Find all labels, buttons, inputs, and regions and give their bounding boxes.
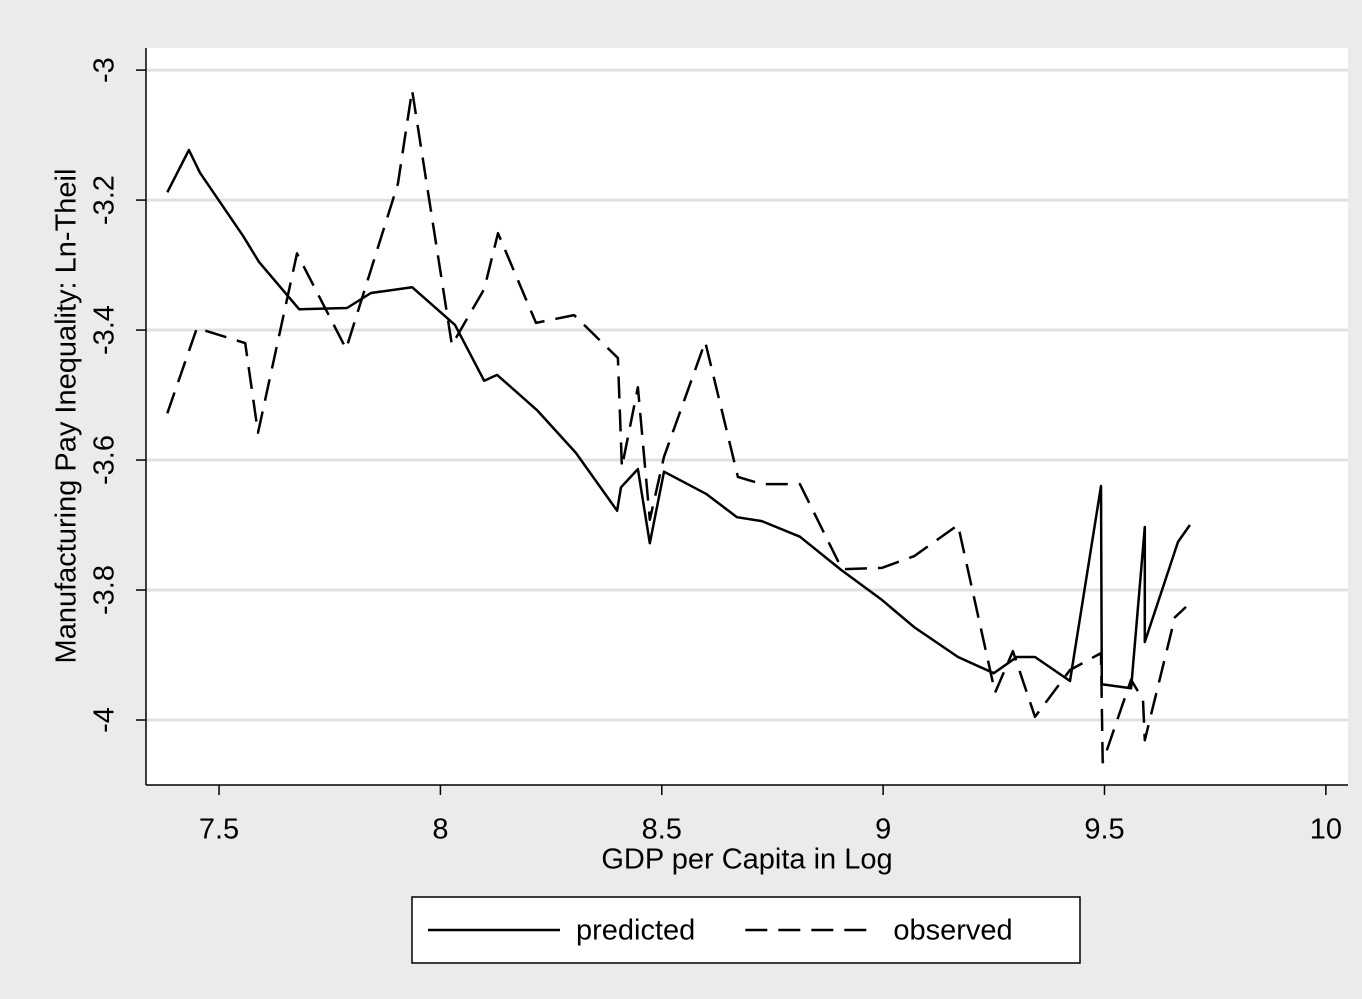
y-axis-label: Manufacturing Pay Inequality: Ln-Theil [51,169,83,664]
x-tick-label: 7.5 [199,814,239,846]
series-line [166,148,1191,690]
x-tick-label: 8.5 [642,814,682,846]
y-tick-label: -3.8 [89,565,121,615]
y-tick-label: -3.2 [89,175,121,225]
series-line [166,88,1187,764]
plot-area [146,48,1348,785]
y-tick-label: -3 [89,57,121,83]
legend: predicted observed [411,896,1081,964]
x-tick-label: 8 [432,814,448,846]
y-tick-label: -3.4 [89,305,121,355]
x-tick-label: 9.5 [1084,814,1124,846]
legend-label: predicted [576,915,695,947]
legend-label: observed [893,915,1012,947]
x-tick-label: 10 [1310,814,1342,846]
grid [146,68,1348,722]
x-axis-label: GDP per Capita in Log [601,844,892,876]
y-tick-label: -3.6 [89,435,121,485]
lines [166,88,1191,764]
x-tick-label: 9 [875,814,891,846]
axes: -3 -3.2 -3.4 -3.6 -3.8 -4 7.5 8 8.5 9 9.5 10 [89,48,1348,846]
y-tick-label: -4 [89,707,121,733]
